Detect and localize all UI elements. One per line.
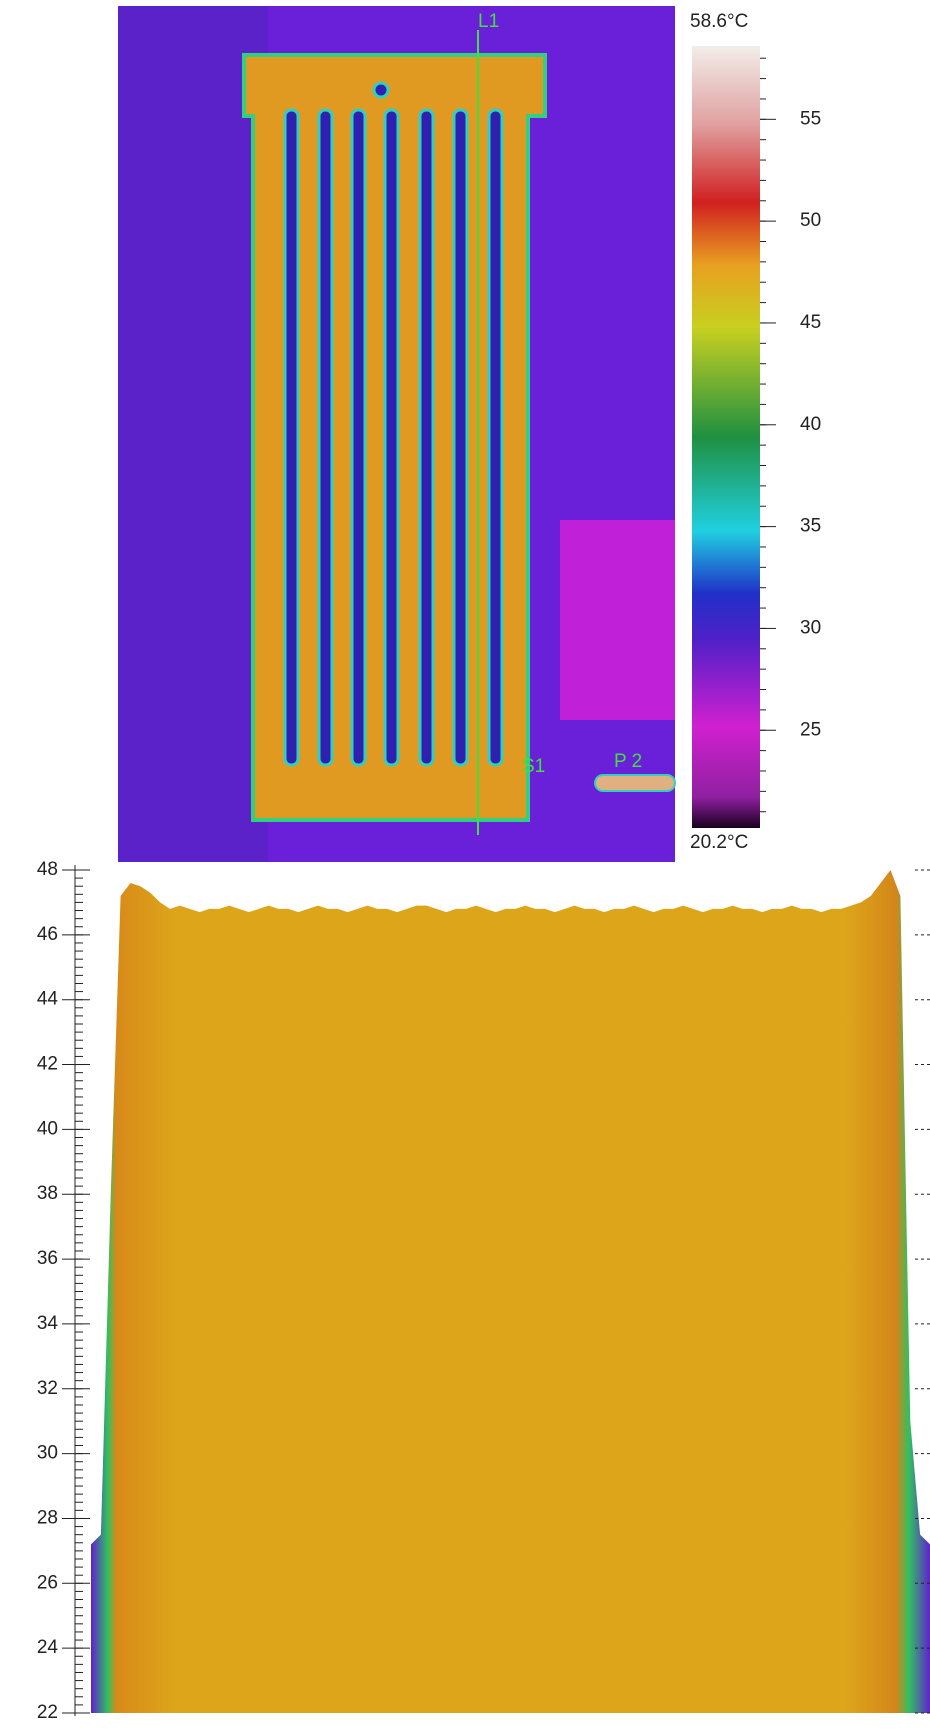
profile-area bbox=[91, 870, 930, 1713]
y-tick-label: 36 bbox=[37, 1248, 58, 1269]
colorbar-tick-label: 40 bbox=[800, 414, 821, 435]
y-tick-label: 48 bbox=[37, 859, 58, 880]
colorbar-tick-label: 25 bbox=[800, 719, 821, 740]
y-tick-label: 34 bbox=[37, 1313, 59, 1334]
y-tick-label: 42 bbox=[37, 1054, 58, 1075]
y-tick-label: 46 bbox=[37, 924, 58, 945]
colorbar-min: 20.2°C bbox=[690, 832, 748, 853]
colorbar-max: 58.6°C bbox=[690, 11, 748, 32]
y-tick-label: 22 bbox=[37, 1702, 58, 1723]
colorbar-tick-label: 55 bbox=[800, 108, 821, 129]
colorbar bbox=[692, 46, 760, 828]
thermal-image bbox=[118, 6, 676, 862]
y-tick-label: 40 bbox=[37, 1118, 58, 1139]
y-tick-label: 38 bbox=[37, 1183, 58, 1204]
y-tick-label: 24 bbox=[37, 1637, 59, 1658]
colorbar-tick-label: 50 bbox=[800, 210, 821, 231]
colorbar-tick-label: 30 bbox=[800, 617, 821, 638]
y-tick-label: 32 bbox=[37, 1378, 58, 1399]
colorbar-tick-label: 35 bbox=[800, 516, 821, 537]
colorbar-tick-label: 45 bbox=[800, 312, 821, 333]
line-label: L1 bbox=[478, 11, 499, 32]
y-tick-label: 44 bbox=[37, 989, 59, 1010]
y-tick-label: 26 bbox=[37, 1572, 58, 1593]
y-tick-label: 28 bbox=[37, 1507, 58, 1528]
spot-label: S1 bbox=[522, 756, 545, 777]
y-tick-label: 30 bbox=[37, 1443, 58, 1464]
point-label: P 2 bbox=[614, 751, 642, 772]
